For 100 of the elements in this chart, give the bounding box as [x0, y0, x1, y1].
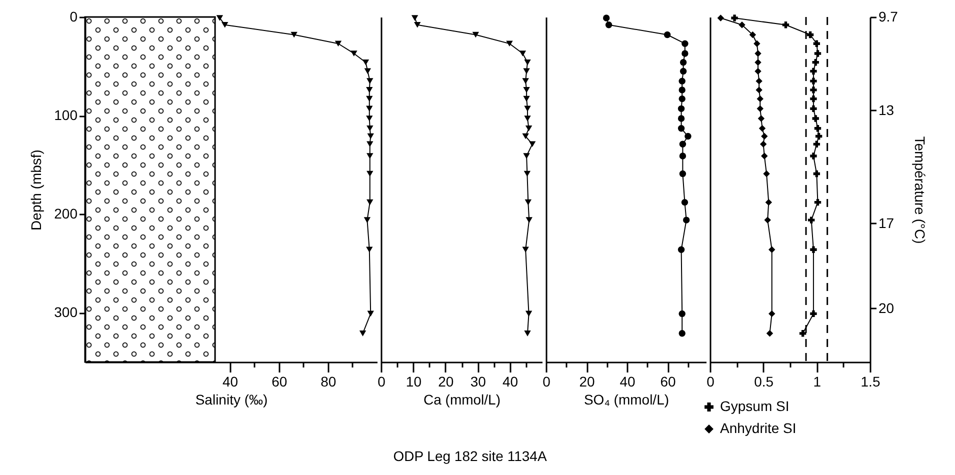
point: [350, 50, 358, 56]
point: [754, 50, 762, 57]
point: [717, 14, 724, 22]
point: [528, 141, 536, 148]
x-tick-label: 80: [320, 374, 336, 390]
point: [682, 40, 688, 47]
x-tick-label: 0: [378, 374, 386, 390]
point: [367, 310, 374, 317]
point: [222, 22, 228, 28]
point: [366, 78, 374, 84]
point: [678, 95, 686, 102]
point: [366, 87, 373, 93]
point: [810, 68, 817, 75]
y2-tick-label: 20: [878, 300, 894, 316]
point: [362, 59, 370, 66]
point: [364, 217, 371, 223]
point: [472, 32, 480, 38]
point: [683, 216, 690, 224]
point: [679, 152, 686, 160]
point: [682, 50, 688, 57]
point: [524, 59, 531, 66]
point: [678, 86, 686, 94]
point: [782, 22, 790, 28]
x-tick-label: 60: [272, 374, 288, 390]
point: [756, 78, 762, 84]
point: [754, 40, 760, 47]
point: [525, 125, 532, 132]
point: [738, 22, 746, 28]
x-axis-title: SO₄ (mmol/L): [584, 392, 670, 408]
point: [679, 170, 686, 178]
point: [290, 32, 298, 38]
point: [366, 106, 373, 112]
point: [523, 153, 530, 159]
text: ODP Leg 182 site 1134A: [392, 448, 548, 464]
point: [678, 310, 686, 318]
point: [814, 198, 822, 206]
point: [523, 87, 530, 93]
point: [216, 15, 224, 21]
x-axis-title: Salinity (‰): [195, 392, 268, 408]
point: [799, 330, 806, 337]
point: [678, 125, 685, 132]
point: [765, 198, 772, 206]
point: [364, 68, 372, 74]
point: [522, 78, 529, 84]
x-tick-label: 30: [470, 374, 486, 390]
point: [806, 31, 814, 38]
point: [366, 125, 374, 132]
point: [812, 58, 819, 66]
x-tick-label: 10: [406, 374, 422, 390]
point: [678, 105, 685, 112]
point: [679, 140, 686, 148]
point: [749, 31, 756, 38]
point: [526, 217, 532, 223]
point: [754, 58, 762, 66]
y-tick-label: 100: [54, 107, 78, 124]
point: [603, 14, 610, 22]
point: [524, 116, 531, 122]
point: [605, 22, 612, 28]
point: [810, 95, 817, 102]
x-tick-label: 0: [706, 374, 715, 390]
legend-label: Gypsum SI: [720, 398, 790, 414]
point: [519, 50, 526, 56]
point: [411, 15, 418, 21]
x-tick-label: 60: [660, 374, 676, 390]
point: [366, 170, 374, 177]
y-tick-label: 0: [70, 8, 78, 24]
point: [810, 86, 817, 94]
point: [758, 115, 765, 122]
y2-tick-label: 13: [878, 102, 894, 118]
point: [756, 105, 764, 112]
point: [814, 125, 822, 132]
x-tick-label: 0.5: [754, 374, 774, 390]
point: [768, 246, 776, 253]
point: [366, 141, 374, 148]
point: [768, 310, 776, 318]
point: [758, 125, 766, 132]
y2-tick-label: 9.7: [878, 8, 898, 24]
point: [366, 199, 374, 206]
point: [814, 50, 822, 57]
point: [815, 132, 822, 140]
point: [756, 86, 762, 94]
point: [763, 170, 770, 178]
point: [756, 95, 764, 102]
point: [524, 199, 532, 206]
y-tick-label: 300: [54, 304, 78, 320]
point: [810, 105, 817, 112]
y-tick-label: 200: [54, 206, 78, 222]
point: [680, 68, 687, 75]
point: [524, 330, 531, 336]
x-tick-label: 20: [579, 374, 596, 390]
point: [764, 216, 771, 224]
point: [813, 40, 820, 47]
point: [813, 140, 820, 148]
point: [754, 68, 762, 75]
point: [731, 14, 738, 22]
point: [761, 152, 768, 160]
point: [810, 152, 817, 160]
point: [523, 68, 530, 74]
point: [334, 40, 342, 47]
point: [506, 40, 513, 47]
